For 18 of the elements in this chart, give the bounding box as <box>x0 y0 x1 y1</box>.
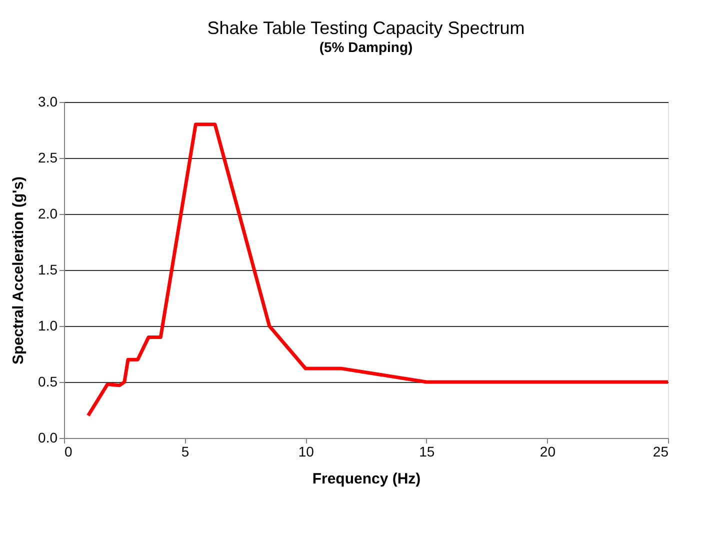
chart-subtitle: (5% Damping) <box>319 39 413 55</box>
x-tick-label: 20 <box>540 444 556 460</box>
x-tick-label: 25 <box>652 444 669 460</box>
line-series <box>86 122 670 418</box>
y-tick-label: 1.0 <box>38 318 58 334</box>
y-tick-label: 2.5 <box>38 150 58 166</box>
y-tick-label: 1.5 <box>38 262 58 278</box>
chart-title: Shake Table Testing Capacity Spectrum <box>207 18 525 38</box>
y-axis-title: Spectral Acceleration (g's) <box>10 176 28 365</box>
x-tick-label: 5 <box>181 444 190 460</box>
y-tick-label: 0.0 <box>38 430 58 446</box>
x-tick-label: 10 <box>298 444 314 460</box>
y-tick-label: 2.0 <box>38 206 58 222</box>
x-tick-label: 15 <box>419 444 435 460</box>
x-tick-label: 0 <box>64 444 72 460</box>
y-tick-label: 0.5 <box>38 374 58 390</box>
y-tick-label: 3.0 <box>38 94 58 110</box>
x-axis-title: Frequency (Hz) <box>312 470 421 488</box>
